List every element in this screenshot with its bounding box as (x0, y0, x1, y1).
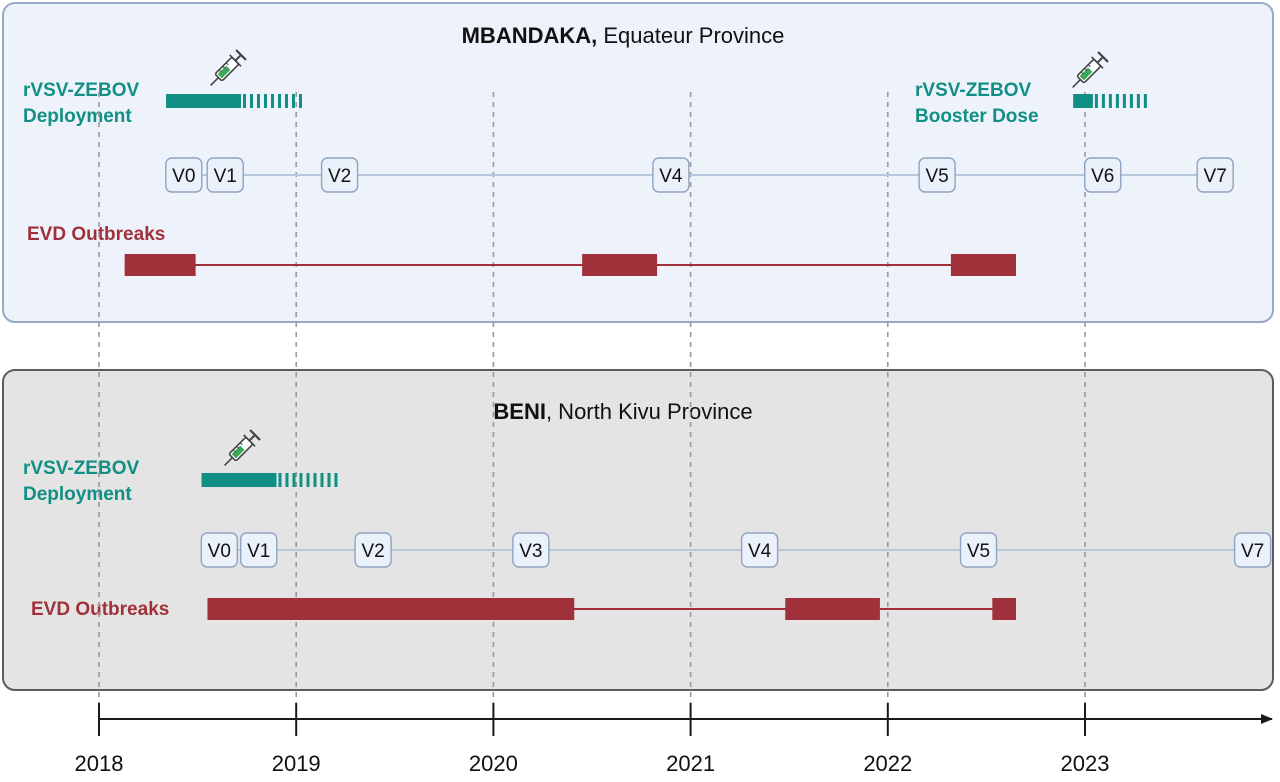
mbandaka-visit-label-v1: V1 (214, 166, 237, 187)
panel-title-beni-bold: BENI (493, 399, 546, 424)
mbandaka-outbreak-bar-2 (582, 254, 658, 276)
mbandaka-visit-box-v7 (1196, 157, 1234, 193)
mbandaka-visit-label-v5: V5 (925, 166, 948, 187)
mbandaka-outbreak-bar-1 (124, 254, 196, 276)
panel-title-mbandaka-bold: MBANDAKA, (462, 23, 598, 48)
mbandaka-deployment-bar (166, 94, 241, 108)
mbandaka-deployment-line1: rVSV-ZEBOV (23, 80, 139, 101)
beni-visit-label-v5: V5 (967, 541, 990, 562)
mbandaka-booster-syringe-icon (1072, 51, 1109, 88)
panel-content: V0 V1 V2 V4 V5 V6 V7 V0 V1 V2 V3 V4 V5 V7 (124, 49, 1272, 620)
beni-outbreak-bar-2 (785, 598, 880, 620)
mbandaka-deployment-syringe-icon (210, 49, 247, 86)
beni-deployment-line1: rVSV-ZEBOV (23, 458, 139, 479)
panel-mbandaka-marks: V0 V1 V2 V4 V5 V6 V7 (124, 49, 1234, 276)
time-axis: 2018 2019 2020 2021 2022 2023 (75, 703, 1273, 776)
beni-visit-box-v0 (200, 532, 238, 568)
panel-title-mbandaka: MBANDAKA, Equateur Province (462, 23, 785, 48)
beni-visit-box-v2 (354, 532, 392, 568)
beni-outbreak-bar-3 (992, 598, 1016, 620)
beni-visit-box-v1 (240, 532, 278, 568)
mbandaka-visit-box-v6 (1084, 157, 1122, 193)
mbandaka-deployment-label: rVSV-ZEBOV Deployment (23, 80, 139, 127)
panel-title-beni-rest: , North Kivu Province (546, 399, 753, 424)
mbandaka-booster-label: rVSV-ZEBOV Booster Dose (915, 80, 1039, 127)
mbandaka-visit-label-v2: V2 (328, 166, 351, 187)
mbandaka-visit-box-v0 (165, 157, 203, 193)
beni-outbreak-label: EVD Outbreaks (31, 599, 169, 620)
panel-title-beni: BENI, North Kivu Province (493, 399, 752, 424)
mbandaka-deployment-line2: Deployment (23, 106, 132, 127)
beni-visit-label-v2: V2 (361, 541, 384, 562)
mbandaka-visit-box-v1 (206, 157, 244, 193)
axis-tick-label-2022: 2022 (863, 751, 912, 776)
beni-deployment-label: rVSV-ZEBOV Deployment (23, 458, 139, 505)
panel-title-mbandaka-rest: Equateur Province (597, 23, 784, 48)
axis-tick-label-2021: 2021 (666, 751, 715, 776)
axis-tick-label-2023: 2023 (1061, 751, 1110, 776)
mbandaka-booster-line1: rVSV-ZEBOV (915, 80, 1031, 101)
axis-tick-label-2020: 2020 (469, 751, 518, 776)
panel-beni-marks: V0 V1 V2 V3 V4 V5 V7 (200, 429, 1272, 620)
mbandaka-visit-box-v2 (320, 157, 359, 193)
mbandaka-outbreak-bar-3 (950, 254, 1016, 276)
beni-visit-label-v4: V4 (748, 541, 772, 562)
mbandaka-visit-label-v4: V4 (659, 166, 683, 187)
mbandaka-booster-bar (1073, 94, 1093, 108)
beni-outbreak-bar-1 (207, 598, 575, 620)
beni-deployment-syringe-icon (224, 429, 261, 466)
mbandaka-visit-label-v0: V0 (172, 166, 195, 187)
beni-deployment-bar (201, 473, 277, 487)
beni-visit-box-v7 (1233, 532, 1272, 568)
beni-visit-label-v3: V3 (519, 541, 542, 562)
mbandaka-booster-line2: Booster Dose (915, 106, 1039, 127)
mbandaka-visit-box-v4 (652, 157, 690, 193)
mbandaka-outbreak-label: EVD Outbreaks (27, 224, 165, 245)
panel-mbandaka (2, 2, 1274, 323)
mbandaka-visit-box-v5 (918, 157, 956, 193)
beni-visit-label-v1: V1 (247, 541, 270, 562)
axis-tick-label-2019: 2019 (272, 751, 321, 776)
beni-visit-box-v4 (740, 532, 779, 568)
mbandaka-visit-label-v6: V6 (1091, 166, 1114, 187)
axis-tick-label-2018: 2018 (75, 751, 124, 776)
beni-visit-box-v5 (959, 532, 998, 568)
beni-visit-label-v0: V0 (208, 541, 231, 562)
beni-visit-label-v7: V7 (1241, 541, 1264, 562)
mbandaka-visit-label-v7: V7 (1204, 166, 1227, 187)
beni-deployment-line2: Deployment (23, 484, 132, 505)
beni-visit-box-v3 (512, 532, 550, 568)
